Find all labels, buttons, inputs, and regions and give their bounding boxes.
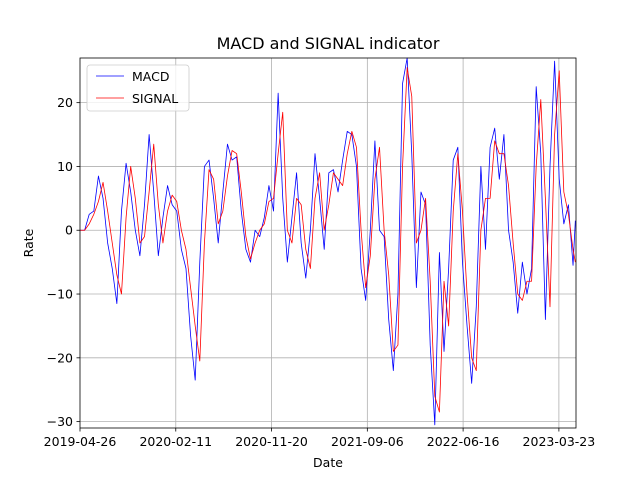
- y-tick-label: −20: [47, 350, 73, 365]
- legend-label-macd: MACD: [132, 69, 169, 84]
- y-tick-label: 0: [65, 223, 73, 238]
- series-line-macd: [80, 57, 576, 426]
- grid-layer: [80, 58, 576, 428]
- x-tick-label: 2022-06-16: [427, 434, 500, 449]
- x-axis-label: Date: [313, 455, 343, 470]
- y-tick-label: −10: [47, 287, 73, 302]
- x-tick-label: 2020-02-11: [139, 434, 212, 449]
- series-line-signal: [80, 67, 576, 413]
- y-axis-label: Rate: [21, 228, 36, 257]
- legend-box: [86, 64, 190, 112]
- series-layer: [80, 57, 576, 426]
- x-tick-label: 2019-04-26: [44, 434, 117, 449]
- y-tick-label: −30: [47, 414, 73, 429]
- legend: MACD SIGNAL: [86, 64, 190, 112]
- legend-label-signal: SIGNAL: [132, 91, 178, 106]
- x-tick-label: 2021-09-06: [331, 434, 404, 449]
- y-tick-label: 10: [57, 159, 73, 174]
- ticks-layer: 2019-04-26 2020-02-11 2020-11-20 2021-09-06…: [44, 95, 596, 449]
- x-tick-label: 2020-11-20: [235, 434, 308, 449]
- y-tick-label: 20: [57, 95, 73, 110]
- x-tick-label: 2023-03-23: [523, 434, 596, 449]
- chart-title: MACD and SIGNAL indicator: [217, 34, 440, 53]
- plot-frame: [79, 57, 577, 429]
